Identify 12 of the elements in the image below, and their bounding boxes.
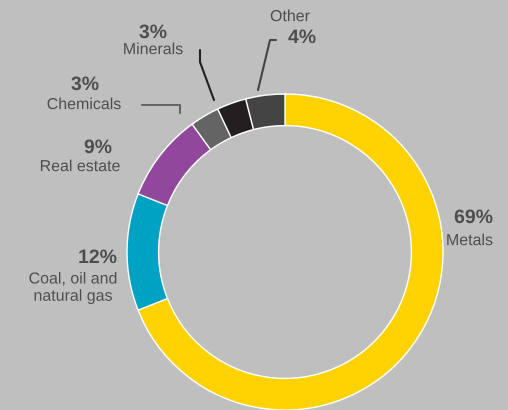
data-label: 12% <box>79 249 116 264</box>
slice-label: Real estate <box>40 160 120 172</box>
slice-label: Metals <box>447 234 492 246</box>
data-label: 3% <box>71 76 99 90</box>
data-label: 69% <box>454 209 492 224</box>
slice-label: Coal, oil and natural gas <box>29 272 116 304</box>
legend-label: Chemicals <box>48 98 121 110</box>
data-label: 3% <box>139 24 167 38</box>
slice-label: Other <box>270 10 310 22</box>
data-label: 4% <box>288 30 316 44</box>
data-label: 9% <box>84 139 112 154</box>
slice-label: Minerals <box>124 42 183 54</box>
